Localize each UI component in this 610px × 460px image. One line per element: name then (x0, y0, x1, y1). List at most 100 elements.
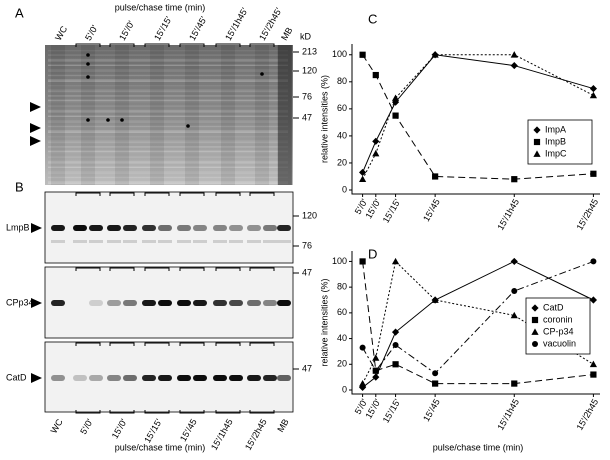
x-tick-label: 15'/15' (381, 397, 403, 425)
gel-band (48, 152, 288, 154)
blot-band (213, 240, 227, 243)
marker (359, 258, 366, 265)
gel-band (48, 181, 288, 183)
kd-label: 213 (302, 46, 317, 56)
marker (359, 344, 366, 351)
gel-band (48, 166, 288, 168)
lane-bracket (249, 43, 275, 47)
marker (510, 311, 518, 319)
blot-band (51, 225, 65, 231)
gel-band (48, 109, 288, 112)
marker (392, 112, 399, 119)
kd-label: 47 (302, 363, 312, 373)
blot-band (177, 375, 191, 381)
blot-band (247, 225, 261, 231)
y-axis-title: relative intensities (%) (319, 278, 329, 366)
spot (106, 118, 110, 122)
blot-band (193, 375, 207, 381)
series-line (362, 260, 594, 374)
marker (589, 296, 598, 304)
marker (372, 137, 380, 145)
x-tick-label: 15'/2h45 (574, 197, 600, 232)
lane-bracket (75, 410, 101, 414)
marker (510, 257, 518, 266)
gel-lane (150, 45, 164, 185)
gel-band (48, 136, 288, 138)
blot-band (89, 225, 103, 231)
gel-band (48, 89, 288, 91)
lane-label: 15'/15' (152, 14, 174, 42)
blot-band (213, 300, 227, 306)
gel-lane (51, 45, 65, 185)
marker (510, 51, 518, 58)
blot-band (177, 300, 191, 306)
blot-band (263, 225, 277, 231)
lane-bracket (109, 267, 135, 271)
lane-bracket (249, 192, 275, 196)
lane-label: MB (279, 25, 294, 42)
gel-band (48, 182, 288, 184)
blot-band (213, 375, 227, 381)
marker (432, 173, 439, 180)
marker (531, 316, 539, 324)
arrowhead (30, 123, 41, 133)
kd-label: 120 (302, 210, 317, 220)
gel-band (48, 70, 288, 72)
lane-bracket (144, 342, 170, 346)
blot-band (107, 300, 121, 306)
gel-lane (115, 45, 129, 185)
legend-label: ImpB (545, 136, 566, 146)
series-line (362, 260, 594, 384)
blot-band (193, 300, 207, 306)
x-tick-label: 15'/45 (421, 397, 442, 423)
lane-label: 15'/45 (178, 417, 199, 443)
kd-label: 47 (302, 267, 312, 277)
x-tick-label: 15'/1h45 (495, 397, 521, 432)
blot-band (123, 240, 137, 243)
x-tick-label: 15'/1h45 (495, 197, 521, 232)
marker (392, 361, 399, 368)
gel-lane (185, 45, 199, 185)
lane-bracket (109, 192, 135, 196)
spot (86, 75, 90, 79)
y-tick-label: 0 (342, 184, 347, 194)
series-line (362, 54, 594, 173)
marker (511, 380, 518, 387)
lane-bracket (249, 267, 275, 271)
lane-bracket (144, 43, 170, 47)
legend-label: CatD (543, 302, 564, 312)
marker (531, 328, 539, 335)
lane-bracket (215, 410, 241, 414)
blot-band (277, 225, 291, 231)
arrowhead (31, 223, 42, 233)
gel-band (48, 85, 288, 87)
gel-band (48, 101, 288, 103)
gel-band (48, 125, 288, 128)
blot-band (89, 300, 103, 306)
kd-label: 76 (302, 240, 312, 250)
lane-bracket (179, 43, 205, 47)
y-tick-label: 0 (342, 384, 347, 394)
gel-band (48, 150, 288, 152)
gel-band (48, 99, 288, 101)
lane-label: 15'/1h45 (209, 417, 235, 452)
gel-lane (221, 45, 235, 185)
lane-label: 15'/15' (142, 417, 164, 445)
lane-bracket (75, 267, 101, 271)
blot-band (263, 300, 277, 306)
y-tick-label: 20 (337, 157, 347, 167)
lane-label: 15'/1h45' (223, 6, 250, 42)
y-tick-label: 80 (337, 282, 347, 292)
blot-name: CPp34 (6, 297, 34, 307)
lane-label: 15'/0' (117, 19, 136, 42)
series-line (362, 54, 594, 180)
marker (372, 354, 380, 361)
gel-image (45, 45, 293, 185)
blot-band (247, 300, 261, 306)
y-tick-label: 60 (337, 103, 347, 113)
marker (589, 360, 598, 368)
y-tick-label: 40 (337, 130, 347, 140)
lane-bracket (109, 342, 135, 346)
gel-band (48, 105, 288, 107)
